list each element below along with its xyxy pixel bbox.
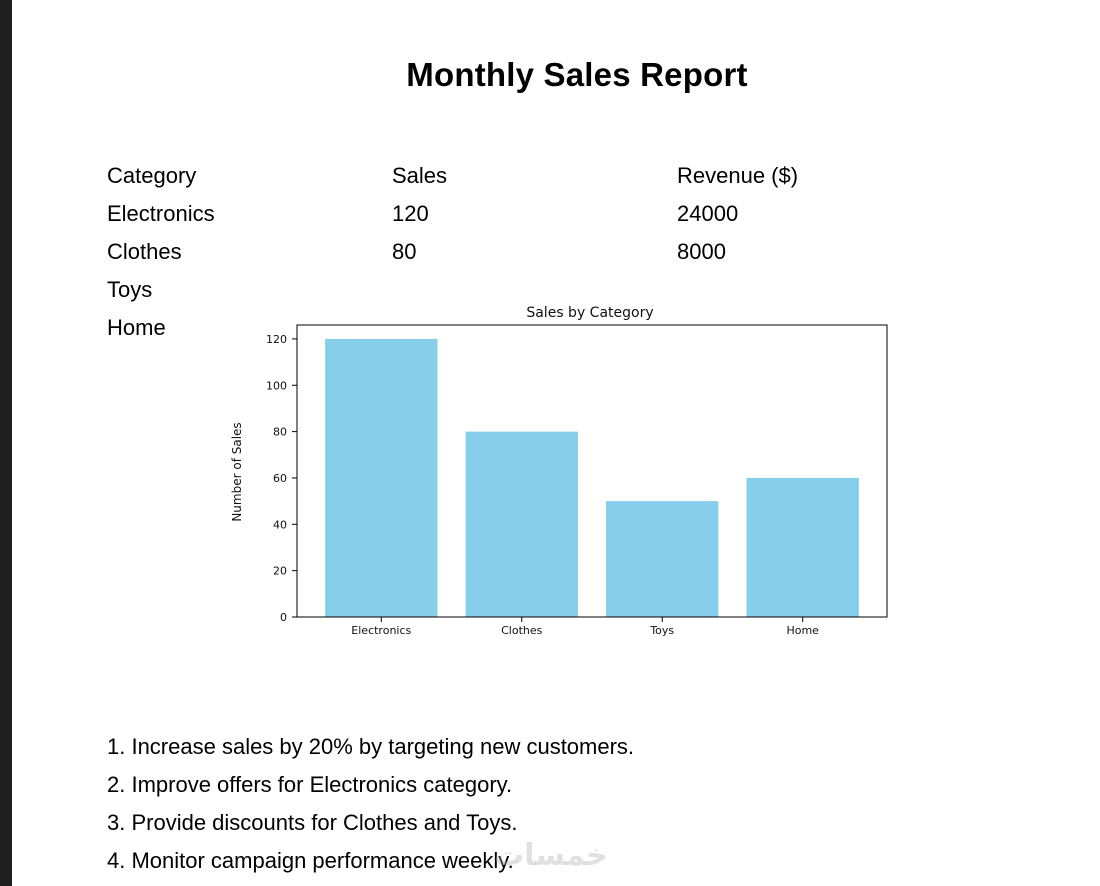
sales-bar-chart: Sales by Category Number of Sales 0 20 40 6… — [230, 305, 888, 637]
list-item: 1. Increase sales by 20% by targeting ne… — [107, 734, 635, 759]
y-tick-label: 0 — [280, 611, 287, 624]
y-tick-label: 80 — [273, 426, 287, 439]
plot-frame — [296, 324, 888, 618]
table-cell: 80 — [392, 239, 417, 264]
x-tick-label: Electronics — [351, 624, 411, 637]
x-tick-label: Toys — [649, 624, 674, 637]
chart-title: Sales by Category — [526, 305, 653, 321]
table-header-revenue: Revenue ($) — [677, 163, 799, 188]
table-cell: Electronics — [107, 201, 215, 226]
list-item: 3. Provide discounts for Clothes and Toy… — [107, 810, 518, 835]
table-cell: Toys — [107, 277, 153, 302]
bar-home — [746, 477, 859, 617]
table-cell: Clothes — [107, 239, 182, 264]
report-title: Monthly Sales Report — [406, 56, 748, 93]
bar-electronics — [325, 338, 438, 617]
report-page: Monthly Sales Report Category Sales Reve… — [12, 0, 1100, 886]
table-header-category: Category — [107, 163, 197, 188]
list-item: 2. Improve offers for Electronics catego… — [107, 772, 513, 797]
chart-bars — [325, 338, 859, 617]
table-cell: 8000 — [677, 239, 726, 264]
x-axis-ticks: Electronics Clothes Toys Home — [351, 617, 819, 637]
window-left-border — [0, 0, 12, 886]
bar-toys — [606, 501, 719, 617]
y-tick-label: 100 — [266, 379, 287, 392]
list-item: 4. Monitor campaign performance weekly. — [107, 848, 514, 873]
x-tick-label: Clothes — [501, 624, 543, 637]
y-tick-label: 60 — [273, 472, 287, 485]
y-tick-label: 20 — [273, 565, 287, 578]
table-cell: Home — [107, 315, 166, 340]
table-cell: 24000 — [677, 201, 739, 226]
y-tick-label: 40 — [273, 518, 287, 531]
watermark-logo: خمسات — [494, 838, 608, 873]
table-header-sales: Sales — [392, 163, 448, 188]
table-cell: 120 — [392, 201, 429, 226]
bar-clothes — [465, 431, 578, 617]
y-tick-label: 120 — [266, 333, 287, 346]
chart-y-axis-label: Number of Sales — [230, 422, 244, 521]
y-axis-ticks: 0 20 40 60 80 100 120 — [266, 333, 297, 624]
x-tick-label: Home — [786, 624, 819, 637]
